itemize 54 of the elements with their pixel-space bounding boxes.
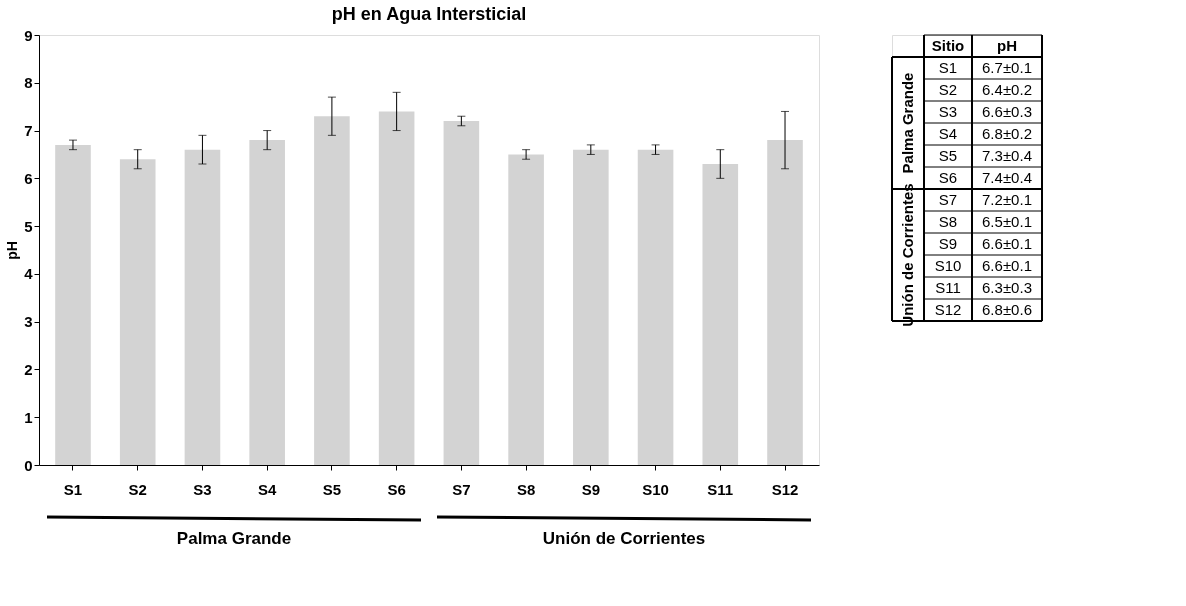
text: 6.8±0.2 xyxy=(982,125,1032,142)
text: Palma Grande xyxy=(176,529,292,548)
text: 6.7±0.1 xyxy=(982,59,1032,76)
x-tick-label: S6 xyxy=(387,480,406,498)
x-tick-label: S8 xyxy=(516,480,536,498)
text: Palma Grande xyxy=(899,72,916,174)
x-tick-label: S1 xyxy=(63,480,83,498)
category-label: S9 xyxy=(938,235,958,252)
chart-title: pH en Agua Intersticial xyxy=(331,4,527,24)
y-tick-label: 6 xyxy=(24,169,33,187)
x-tick-label: S7 xyxy=(452,480,471,498)
text: 6.8±0.6 xyxy=(982,301,1032,318)
text: 6.3±0.3 xyxy=(982,279,1032,296)
text: 7.2±0.1 xyxy=(982,191,1032,208)
y-tick-label: 7 xyxy=(24,122,33,140)
text: 6.6±0.3 xyxy=(982,103,1032,120)
x-tick-label: S3 xyxy=(193,480,212,498)
y-tick-label: 1 xyxy=(24,408,33,426)
text: 7.3±0.4 xyxy=(982,147,1032,164)
category-label: S6 xyxy=(938,169,958,186)
x-tick-label: S2 xyxy=(128,480,147,498)
category-label: S1 xyxy=(938,59,958,76)
category-label: S3 xyxy=(938,103,958,120)
x-tick-label: S5 xyxy=(322,480,342,498)
y-axis-title: pH xyxy=(4,241,21,260)
text: 7.4±0.4 xyxy=(982,169,1032,186)
text: 6.4±0.2 xyxy=(982,81,1032,98)
text: Unión de Corrientes xyxy=(542,529,706,548)
y-tick-label: 2 xyxy=(24,360,33,378)
x-tick-label: S4 xyxy=(257,480,277,498)
y-tick-label: 4 xyxy=(24,265,34,283)
y-tick-label: 8 xyxy=(24,74,33,92)
y-tick-label: 5 xyxy=(24,217,33,235)
x-tick-label: S10 xyxy=(642,480,669,498)
category-label: S11 xyxy=(935,279,961,296)
category-label: S7 xyxy=(938,191,958,208)
category-label: S12 xyxy=(934,301,962,318)
x-tick-label: S11 xyxy=(707,480,734,498)
text: pH xyxy=(997,37,1017,54)
text: Sitio xyxy=(931,37,965,54)
y-tick-label: 9 xyxy=(24,26,33,44)
x-tick-label: S9 xyxy=(581,480,601,498)
x-tick-label: S12 xyxy=(771,480,799,498)
text: 6.5±0.1 xyxy=(982,213,1032,230)
category-label: S8 xyxy=(938,213,958,230)
text: 6.6±0.1 xyxy=(982,257,1032,274)
category-label: S4 xyxy=(938,125,958,142)
text: 6.6±0.1 xyxy=(982,235,1032,252)
category-label: S10 xyxy=(934,257,962,274)
text: Unión de Corrientes xyxy=(899,183,916,327)
y-tick-label: 0 xyxy=(24,456,33,474)
category-label: S5 xyxy=(938,147,958,164)
category-label: S2 xyxy=(938,81,958,98)
y-tick-label: 3 xyxy=(24,313,33,331)
